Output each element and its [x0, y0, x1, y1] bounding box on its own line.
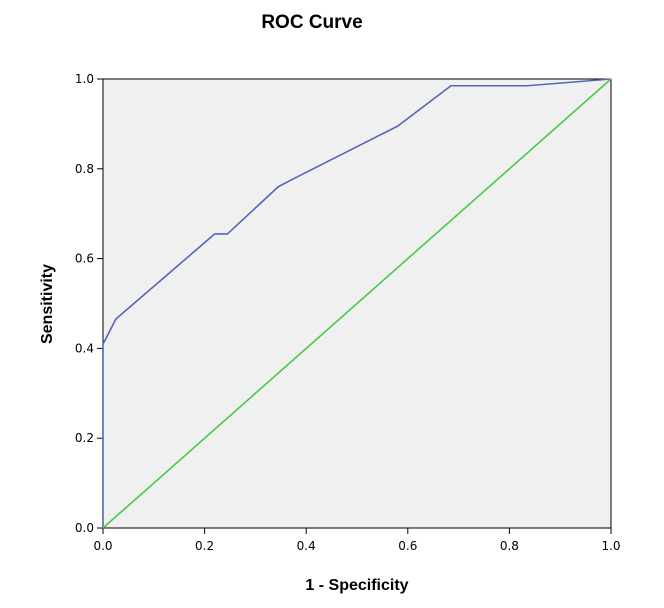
chart-title: ROC Curve [261, 12, 362, 33]
y-tick-label: 1.0 [75, 72, 94, 86]
y-tick-label: 0.6 [75, 252, 94, 266]
x-tick-label: 0.2 [195, 539, 214, 553]
roc-curve-line [102, 78, 612, 528]
x-tick-label: 0.0 [93, 539, 112, 553]
x-tick-label: 1.0 [601, 539, 620, 553]
y-axis-ticks: 0.0 0.2 0.4 0.6 0.8 1.0 [75, 72, 103, 535]
y-tick-label: 0.4 [75, 341, 94, 355]
x-tick-label: 0.4 [297, 539, 316, 553]
reference-diagonal-line [102, 78, 612, 529]
y-tick-label: 0.8 [75, 162, 94, 176]
x-axis-title: 1 - Specificity [305, 577, 408, 594]
y-tick-label: 0.0 [75, 521, 94, 535]
x-axis-ticks: 0.0 0.2 0.4 0.6 0.8 1.0 [93, 528, 621, 553]
y-tick-label: 0.2 [75, 431, 94, 445]
x-tick-label: 0.8 [500, 539, 519, 553]
series-layer [102, 78, 612, 529]
x-tick-label: 0.6 [398, 539, 417, 553]
y-axis-title: Sensitivity [39, 264, 56, 344]
